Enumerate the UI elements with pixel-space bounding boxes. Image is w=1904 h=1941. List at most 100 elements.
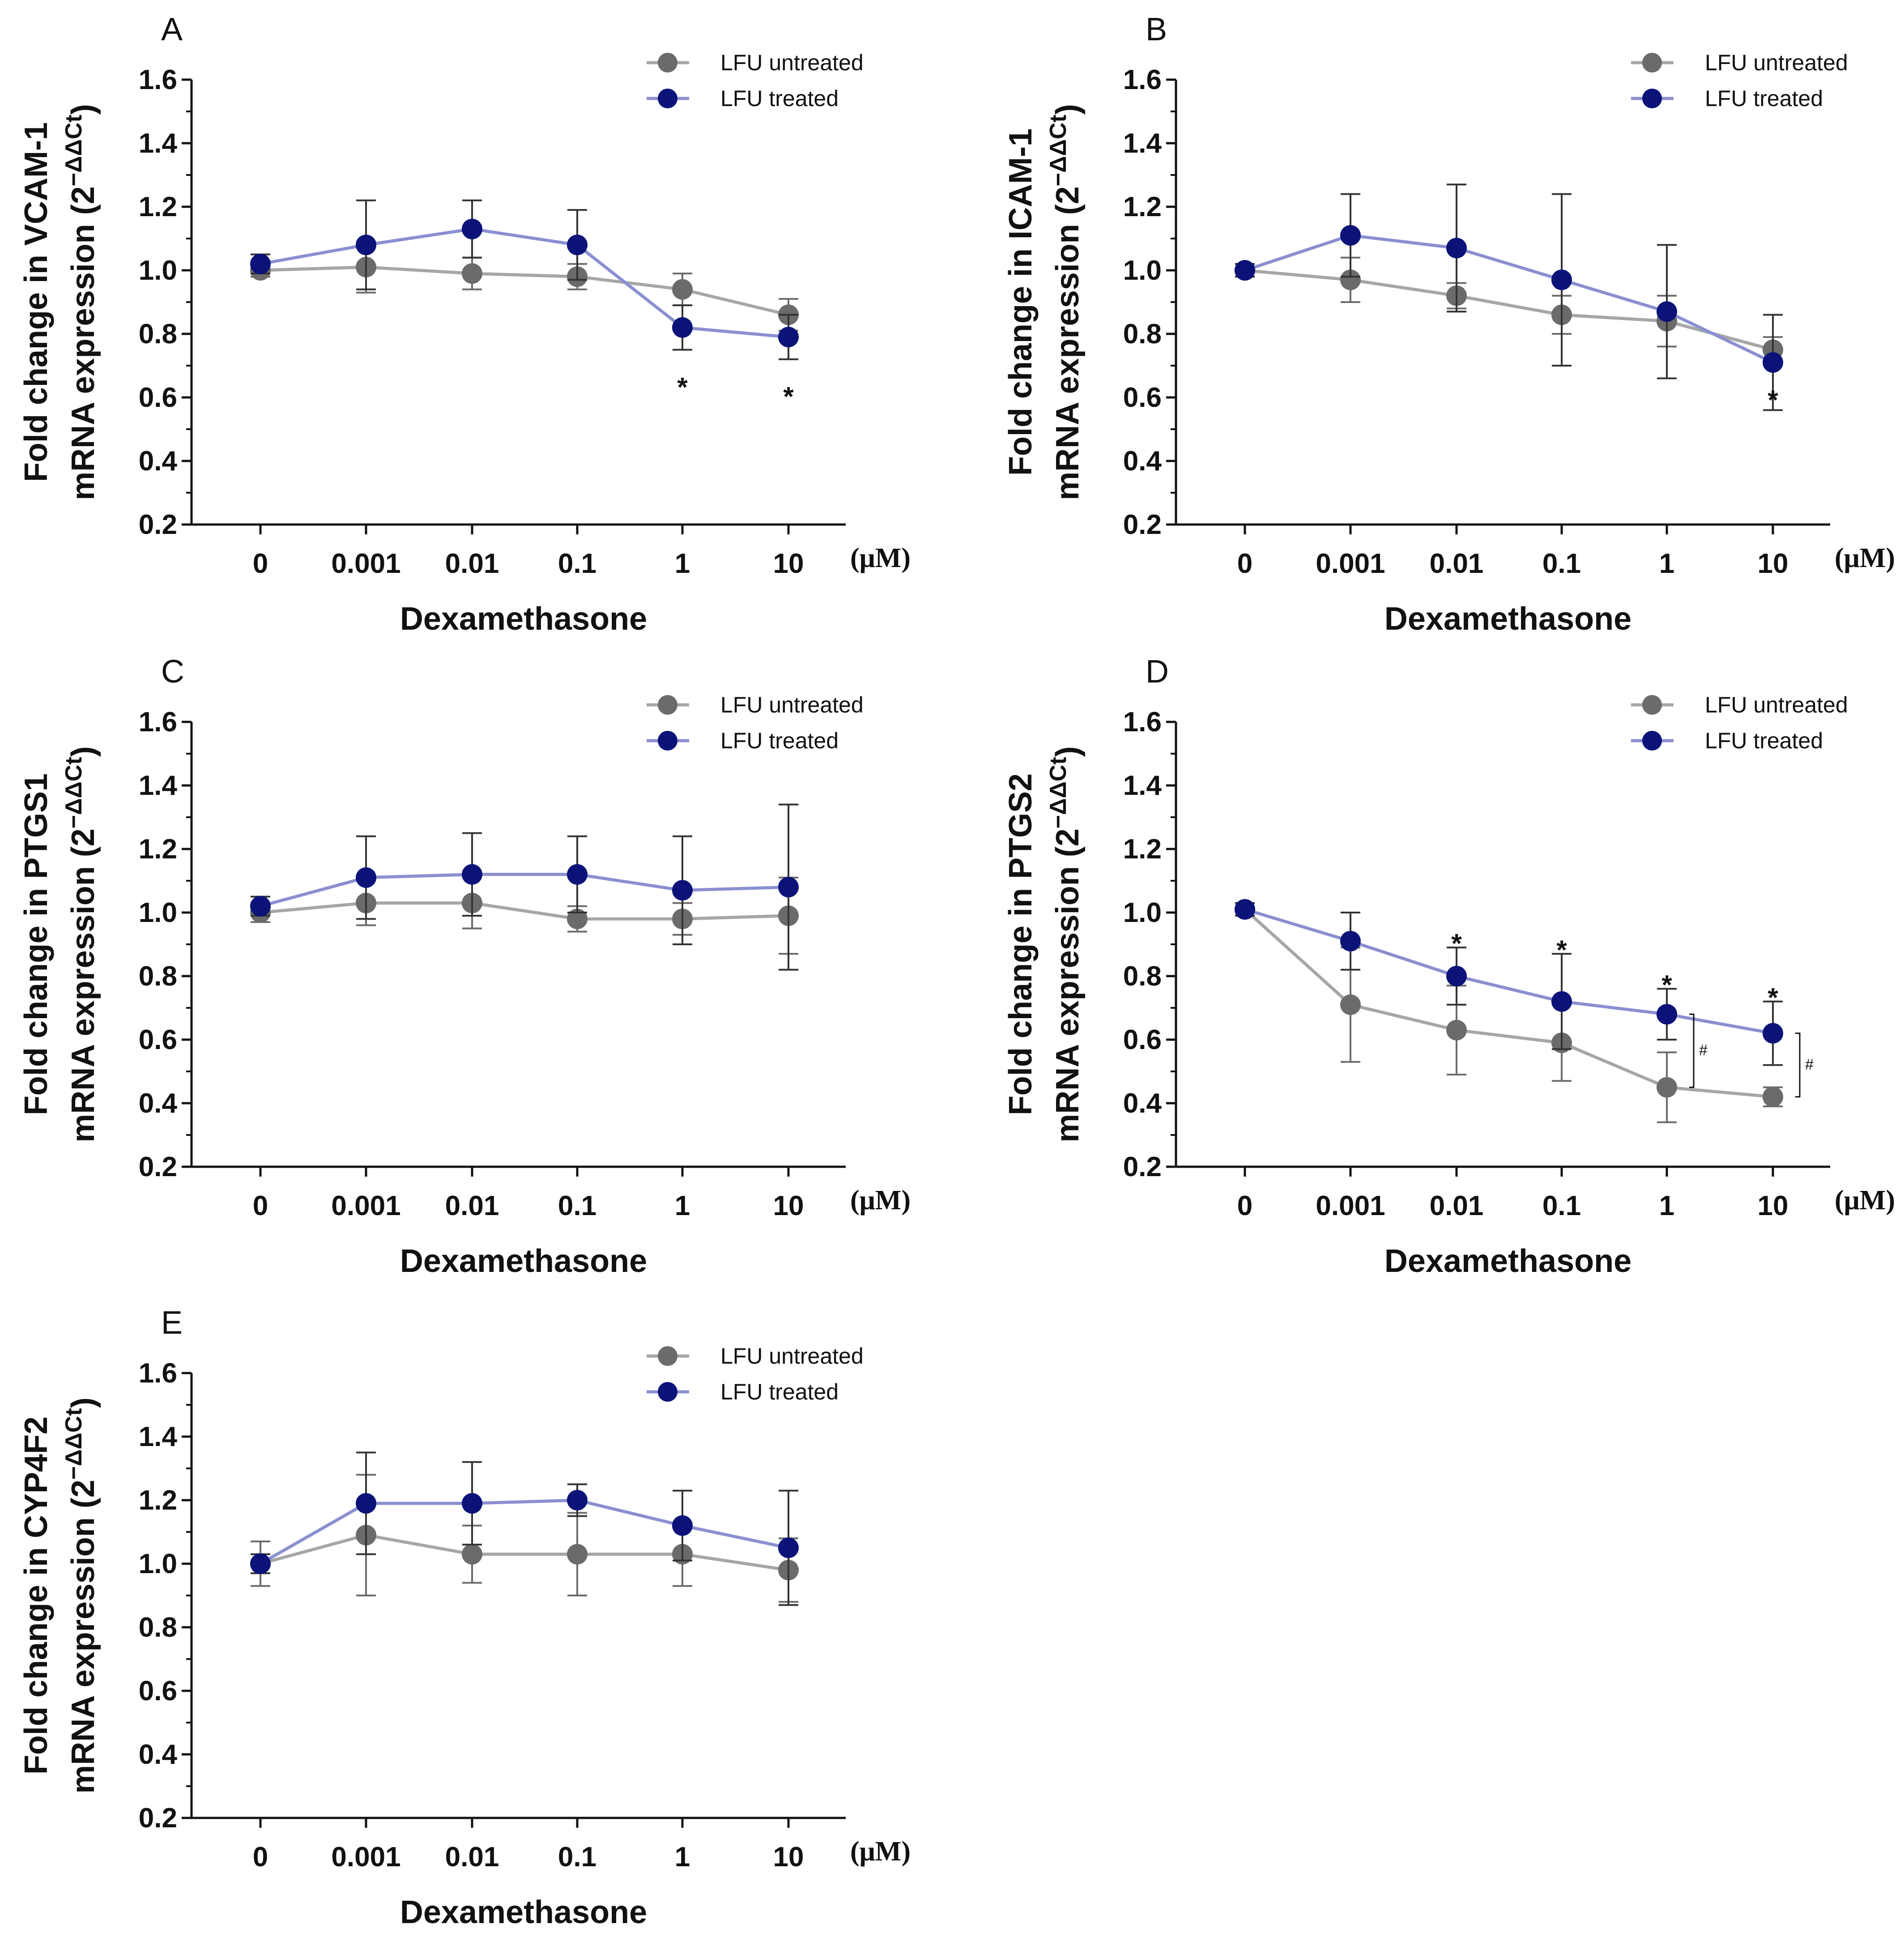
y-tick-label: 1.2 [139, 834, 177, 865]
legend-label: LFU treated [720, 1379, 839, 1404]
y-tick-label: 1.4 [1123, 128, 1162, 159]
y-axis-title-line1: Fold change in ICAM-1 [1003, 128, 1039, 476]
x-tick-label: 0.1 [1542, 1190, 1581, 1221]
data-point-treated [567, 864, 588, 885]
data-point-treated [250, 253, 271, 274]
data-point-treated [1763, 352, 1783, 373]
significance-bracket [1689, 1013, 1695, 1088]
y-tick-label: 1.0 [139, 255, 177, 286]
x-tick-label: 0.001 [1316, 1190, 1385, 1221]
y-tick-label: 0.6 [139, 382, 177, 413]
legend-label: LFU treated [720, 86, 839, 111]
data-point-treated [1763, 1023, 1783, 1044]
series-line-untreated [260, 1533, 789, 1572]
y-tick-label: 1.4 [139, 128, 178, 159]
significance-star: * [783, 382, 794, 412]
panel-label: A [161, 12, 183, 47]
legend-label: LFU treated [1705, 728, 1823, 753]
y-tick-label: 1.4 [139, 770, 178, 801]
y-axis-title-line2: mRNA expression (2−ΔΔCt) [61, 104, 101, 500]
data-point-untreated [1763, 1086, 1783, 1107]
y-tick-label: 1.0 [139, 897, 177, 928]
y-tick-label: 0.8 [1123, 961, 1162, 992]
x-unit-label: (μM) [1835, 543, 1895, 573]
data-point-treated [250, 1553, 271, 1574]
series-line-untreated [1244, 269, 1773, 351]
y-axis-title-line1: Fold change in CYP4F2 [18, 1416, 54, 1775]
y-axis-title-close: ) [65, 746, 101, 757]
y-tick-label: 0.2 [139, 1803, 177, 1834]
y-tick-label: 0.6 [1123, 1024, 1162, 1055]
y-tick-label: 0.2 [1123, 509, 1162, 540]
data-point-untreated [462, 1544, 482, 1565]
y-tick-label: 1.6 [1123, 64, 1162, 95]
x-axis-title: Dexamethasone [1384, 601, 1631, 637]
y-axis-title-close: ) [65, 104, 101, 115]
series-line-untreated [260, 265, 789, 316]
legend-label: LFU untreated [720, 50, 864, 75]
y-axis-title-superscript: −ΔΔCt [1045, 757, 1071, 828]
legend-label: LFU untreated [720, 1344, 864, 1369]
x-tick-label: 0.01 [445, 548, 499, 579]
data-point-treated [356, 867, 376, 888]
series-line-treated [1244, 234, 1774, 364]
x-tick-label: 0 [253, 1190, 268, 1221]
y-axis-title-close: ) [1050, 104, 1086, 115]
data-point-treated [1551, 991, 1572, 1012]
significance-star: * [1661, 970, 1672, 1000]
y-tick-label: 0.4 [1123, 1088, 1162, 1119]
x-tick-label: 1 [1659, 548, 1674, 579]
series-line-treated [260, 873, 789, 908]
y-axis-title-text: mRNA expression (2 [65, 186, 101, 500]
x-unit-label: (μM) [1835, 1185, 1895, 1216]
data-point-treated [1235, 260, 1255, 281]
y-axis-title-close: ) [1050, 746, 1086, 757]
chart-panel-c: C 0.2 0.4 0.6 0.8 1.0 1.2 1.4 1.6 0 0.001 0.01 0.1 1 1… [18, 654, 911, 1279]
legend-marker [658, 89, 677, 108]
x-tick-label: 0.1 [1542, 548, 1581, 579]
y-axis-title-text: mRNA expression (2 [1050, 186, 1086, 500]
data-point-treated [778, 877, 799, 898]
legend-marker [1642, 89, 1662, 108]
y-tick-label: 1.2 [139, 1485, 177, 1516]
x-tick-label: 0 [1237, 548, 1252, 579]
x-tick-label: 0.001 [331, 548, 400, 579]
y-tick-label: 1.6 [139, 707, 177, 738]
legend-label: LFU untreated [720, 692, 864, 717]
data-point-treated [356, 1493, 376, 1514]
x-tick-label: 0 [253, 548, 268, 579]
data-point-treated [672, 1515, 693, 1536]
x-tick-label: 0.1 [558, 548, 596, 579]
panel-label: B [1146, 12, 1167, 47]
y-tick-label: 1.0 [1123, 897, 1162, 928]
y-tick-label: 0.4 [139, 1088, 178, 1119]
y-axis-title-text: mRNA expression (2 [1050, 828, 1086, 1143]
significance-star: * [677, 372, 688, 402]
panel-label: D [1146, 654, 1169, 690]
x-unit-label: (μM) [850, 543, 911, 573]
y-axis-title-superscript: −ΔΔCt [61, 115, 87, 186]
x-axis-title: Dexamethasone [400, 1894, 647, 1930]
y-tick-label: 1.6 [139, 64, 177, 95]
y-tick-label: 0.8 [139, 319, 177, 350]
significance-star: * [1451, 929, 1462, 959]
series-line-untreated [260, 901, 789, 921]
data-point-untreated [1340, 269, 1361, 290]
x-tick-label: 1 [675, 548, 690, 579]
significance-hash: # [1805, 1056, 1814, 1073]
legend-marker [658, 731, 677, 751]
x-tick-label: 1 [675, 1842, 690, 1873]
data-point-treated [1657, 1004, 1677, 1025]
legend-label: LFU untreated [1705, 692, 1848, 717]
x-axis-title: Dexamethasone [400, 601, 647, 637]
data-point-treated [1340, 225, 1361, 246]
data-point-treated [1657, 301, 1677, 322]
y-axis-title-line2: mRNA expression (2−ΔΔCt) [1045, 746, 1086, 1143]
y-tick-label: 1.6 [1123, 707, 1162, 738]
data-point-treated [567, 235, 588, 256]
x-unit-label: (μM) [850, 1185, 911, 1216]
data-point-treated [356, 235, 376, 256]
data-point-treated [1446, 966, 1467, 986]
legend-marker [658, 695, 677, 715]
data-point-treated [778, 327, 799, 348]
